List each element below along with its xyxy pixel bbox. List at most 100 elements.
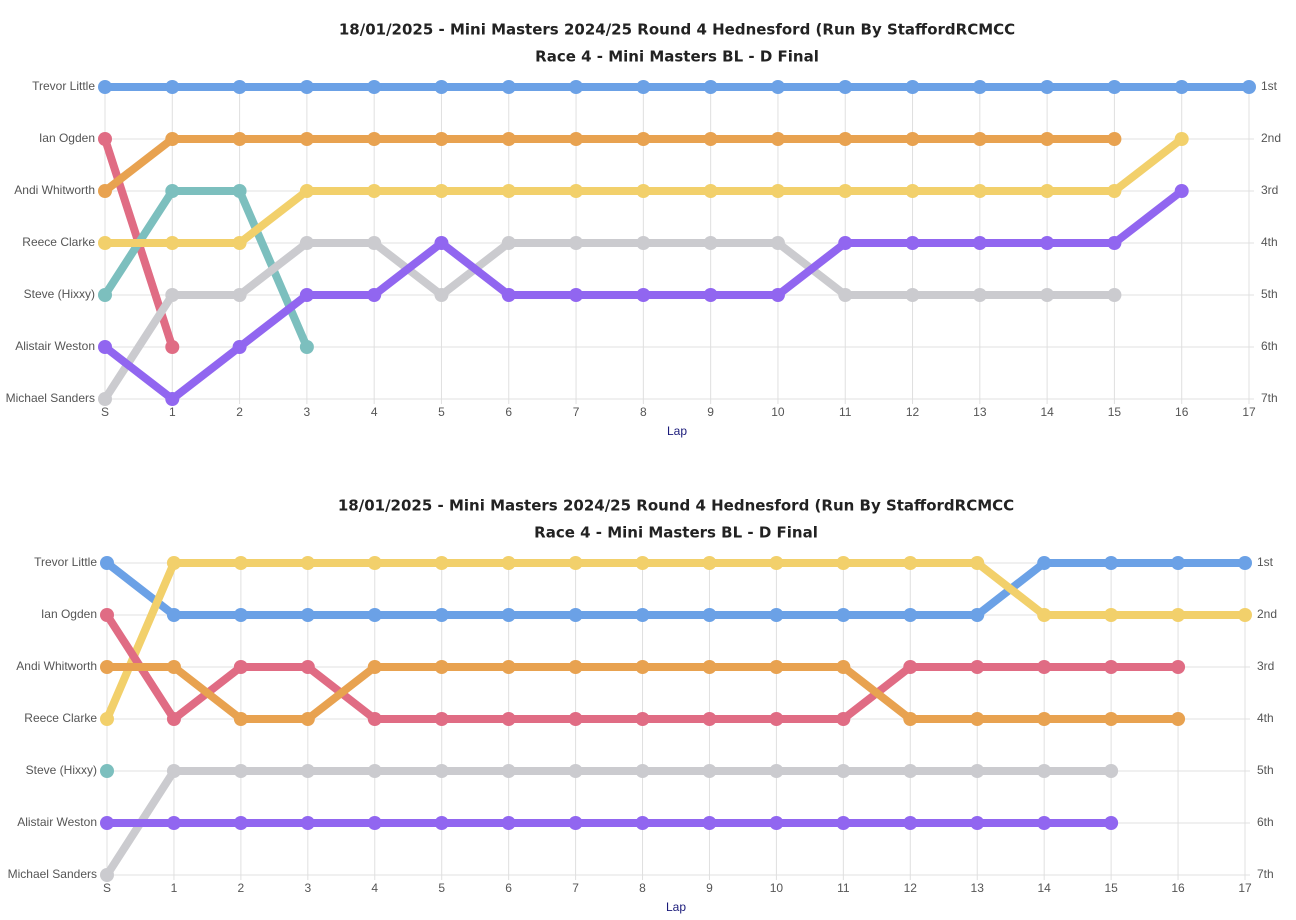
lap-point — [770, 288, 785, 302]
lap-point — [836, 764, 851, 778]
lap-point — [838, 288, 853, 302]
lap-point — [836, 660, 851, 674]
x-tick-label: 6 — [505, 405, 512, 419]
lap-chart: 18/01/2025 - Mini Masters 2024/25 Round … — [8, 497, 1277, 915]
lap-point — [970, 556, 985, 570]
lap-point — [233, 556, 248, 570]
lap-point — [905, 184, 920, 198]
lap-point — [232, 340, 247, 354]
y2-tick-label: 7th — [1261, 391, 1278, 405]
lap-point — [970, 660, 985, 674]
lap-point — [166, 764, 181, 778]
lap-point — [635, 556, 650, 570]
lap-point — [903, 660, 918, 674]
y2-tick-label: 1st — [1261, 79, 1278, 93]
lap-point — [769, 764, 784, 778]
x-tick-label: 3 — [304, 881, 311, 895]
lap-point — [702, 712, 717, 726]
y2-tick-label: 2nd — [1261, 131, 1281, 145]
lap-point — [367, 712, 382, 726]
lap-point — [1107, 80, 1122, 94]
x-tick-label: 10 — [770, 881, 784, 895]
lap-point — [367, 132, 382, 146]
x-tick-label: 8 — [639, 881, 646, 895]
lap-point — [905, 236, 920, 250]
lap-point — [769, 712, 784, 726]
lap-point — [300, 660, 315, 674]
y-tick-label: Trevor Little — [34, 555, 97, 569]
lap-point — [568, 712, 583, 726]
lap-point — [905, 80, 920, 94]
x-tick-label: 9 — [707, 405, 714, 419]
lap-point — [1174, 132, 1189, 146]
x-tick-label: 12 — [904, 881, 918, 895]
lap-point — [98, 392, 112, 406]
lap-point — [367, 80, 382, 94]
lap-point — [635, 660, 650, 674]
x-tick-label: 2 — [238, 881, 245, 895]
lap-point — [972, 132, 987, 146]
lap-point — [165, 184, 180, 198]
lap-point — [1171, 660, 1186, 674]
lap-point — [434, 764, 449, 778]
lap-point — [1104, 660, 1119, 674]
x-tick-label: 8 — [640, 405, 647, 419]
x-tick-label: 15 — [1108, 405, 1122, 419]
lap-point — [1040, 132, 1055, 146]
lap-point — [1104, 608, 1119, 622]
lap-point — [165, 340, 180, 354]
lap-point — [1040, 288, 1055, 302]
lap-point — [166, 712, 181, 726]
lap-point — [367, 660, 382, 674]
position-line — [101, 239, 1115, 402]
lap-point — [434, 132, 449, 146]
position-line — [104, 559, 1245, 619]
lap-point — [769, 608, 784, 622]
lap-point — [165, 80, 180, 94]
lap-point — [1040, 80, 1055, 94]
lap-point — [769, 660, 784, 674]
lap-point — [98, 340, 112, 354]
lap-point — [1242, 80, 1256, 94]
x-tick-label: 12 — [906, 405, 920, 419]
lap-point — [367, 236, 382, 250]
lap-point — [568, 764, 583, 778]
lap-point — [233, 608, 248, 622]
x-tick-label: 7 — [572, 881, 579, 895]
x-tick-label: 5 — [438, 405, 445, 419]
lap-point — [1040, 184, 1055, 198]
lap-point — [98, 132, 112, 146]
lap-point — [903, 712, 918, 726]
position-line — [103, 559, 1245, 721]
x-tick-label: 13 — [971, 881, 985, 895]
lap-point — [636, 184, 651, 198]
lap-point — [501, 556, 516, 570]
lap-point — [770, 236, 785, 250]
x-tick-label: 17 — [1238, 881, 1252, 895]
lap-point — [100, 608, 114, 622]
y-tick-label: Alistair Weston — [15, 339, 95, 353]
lap-point — [434, 712, 449, 726]
lap-point — [1104, 712, 1119, 726]
lap-point — [635, 608, 650, 622]
lap-point — [434, 608, 449, 622]
y-tick-label: Reece Clarke — [22, 235, 95, 249]
lap-point — [434, 288, 449, 302]
lap-point — [100, 556, 114, 570]
lap-point — [300, 764, 315, 778]
lap-point — [367, 608, 382, 622]
y2-tick-label: 5th — [1257, 763, 1274, 777]
lap-point — [905, 288, 920, 302]
y-tick-label: Reece Clarke — [24, 711, 97, 725]
y-tick-label: Ian Ogden — [41, 607, 97, 621]
lap-point — [501, 288, 516, 302]
y2-tick-label: 6th — [1261, 339, 1278, 353]
y-tick-label: Michael Sanders — [6, 391, 95, 405]
lap-point — [836, 556, 851, 570]
lap-point — [501, 608, 516, 622]
lap-point — [501, 132, 516, 146]
lap-point — [232, 288, 247, 302]
lap-point — [838, 236, 853, 250]
lap-point — [569, 184, 584, 198]
